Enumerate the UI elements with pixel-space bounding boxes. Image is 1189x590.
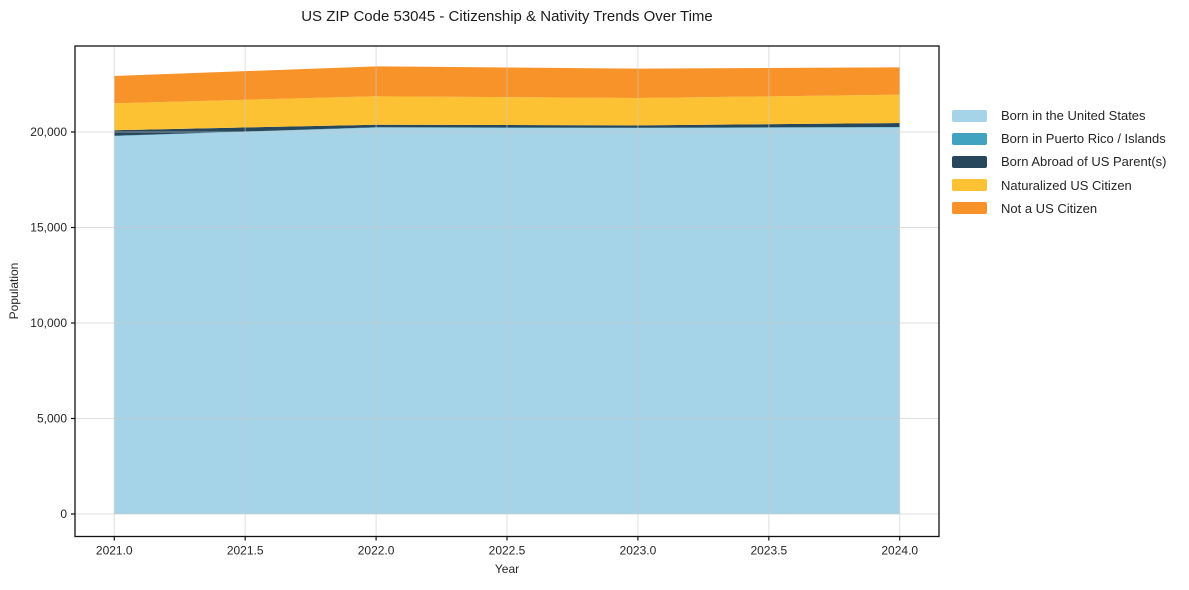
- legend-label: Born in Puerto Rico / Islands: [1001, 131, 1166, 147]
- legend-swatch: [952, 155, 987, 168]
- y-tick-label: 10,000: [30, 316, 67, 330]
- legend-item: Not a US Citizen: [952, 197, 1166, 220]
- x-tick-label: 2022.5: [489, 544, 526, 558]
- x-tick-label: 2023.0: [620, 544, 657, 558]
- x-tick-label: 2023.5: [750, 544, 787, 558]
- legend-item: Born in Puerto Rico / Islands: [952, 127, 1166, 150]
- legend-item: Naturalized US Citizen: [952, 174, 1166, 197]
- x-axis-label: Year: [494, 562, 520, 576]
- x-tick-label: 2024.0: [881, 544, 918, 558]
- x-tick-label: 2022.0: [358, 544, 395, 558]
- y-tick-label: 20,000: [30, 125, 67, 139]
- y-tick-label: 15,000: [30, 221, 67, 235]
- legend-label: Not a US Citizen: [1001, 200, 1098, 216]
- legend-item: Born in the United States: [952, 104, 1166, 127]
- legend: Born in the United States Born in Puerto …: [952, 104, 1166, 220]
- x-tick-label: 2021.5: [227, 544, 264, 558]
- y-tick-label: 0: [60, 507, 67, 521]
- area-band-2: [114, 123, 900, 136]
- chart-title: US ZIP Code 53045 - Citizenship & Nativi…: [301, 8, 713, 25]
- legend-label: Born Abroad of US Parent(s): [1001, 154, 1167, 170]
- legend-swatch: [952, 132, 987, 145]
- legend-swatch: [952, 109, 987, 122]
- legend-label: Naturalized US Citizen: [1001, 177, 1132, 193]
- y-axis-label: Population: [7, 262, 21, 320]
- legend-swatch: [952, 202, 987, 215]
- legend-swatch: [952, 179, 987, 192]
- legend-item: Born Abroad of US Parent(s): [952, 150, 1166, 173]
- legend-label: Born in the United States: [1001, 108, 1146, 124]
- y-tick-label: 5,000: [37, 412, 67, 426]
- x-tick-label: 2021.0: [96, 544, 133, 558]
